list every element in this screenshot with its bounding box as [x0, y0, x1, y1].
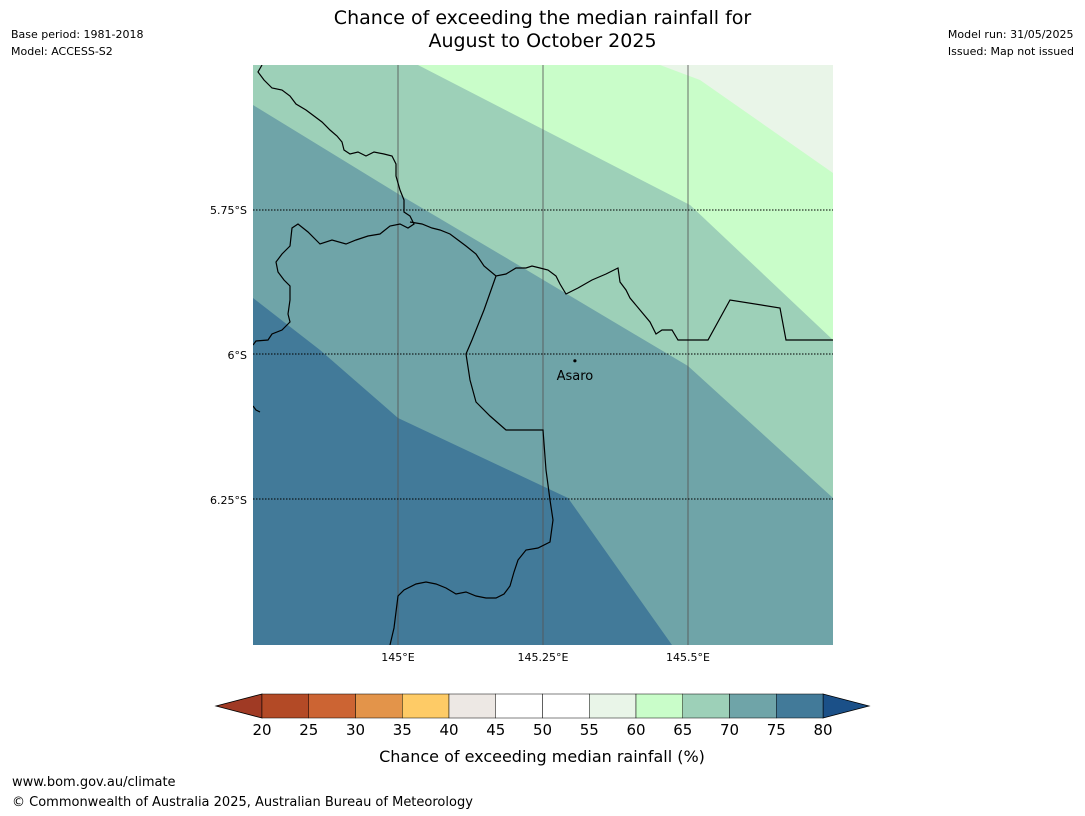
place-markers: Asaro: [557, 359, 594, 384]
colorbar-tick-label: 25: [299, 721, 318, 739]
colorbar-tick-label: 20: [252, 721, 271, 739]
place-label-asaro: Asaro: [557, 369, 594, 384]
colorbar-over-arrow: [822, 693, 871, 719]
border-central: [389, 275, 554, 645]
border-west-edge: [253, 405, 261, 413]
colorbar-segment: [448, 693, 496, 719]
colorbar-segment: [308, 693, 356, 719]
province-borders: [253, 65, 833, 645]
footer-url: www.bom.gov.au/climate: [12, 775, 176, 790]
latitude-tick-labels: 5.75°S 6°S 6.25°S: [210, 204, 247, 507]
colorbar-segment: [261, 693, 309, 719]
colorbar-tick-label: 50: [533, 721, 552, 739]
colorbar: 20 25 30 35 40 45 50 55 60 65 70 75 80 Chance of exc…: [214, 693, 871, 766]
base-period-text: Base period: 1981-2018: [11, 28, 144, 41]
colorbar-segments: [261, 693, 824, 719]
colorbar-segment: [402, 693, 450, 719]
place-marker-asaro: [573, 359, 577, 363]
grid-lines: [253, 65, 833, 645]
longitude-tick-labels: 145°E 145.25°E 145.5°E: [381, 651, 710, 664]
colorbar-segment: [776, 693, 824, 719]
latitude-tick-label: 6.25°S: [210, 494, 247, 507]
colorbar-segment: [682, 693, 730, 719]
title-line-2: August to October 2025: [428, 30, 657, 52]
colorbar-segment: [542, 693, 590, 719]
colorbar-segment: [495, 693, 543, 719]
longitude-tick-label: 145°E: [381, 651, 414, 664]
contour-zone-60-65: [418, 65, 833, 340]
colorbar-tick-label: 40: [439, 721, 458, 739]
contour-zone-55-60: [660, 65, 833, 173]
colorbar-tick-label: 60: [626, 721, 645, 739]
border-north-west: [253, 65, 415, 346]
colorbar-segment: [355, 693, 403, 719]
colorbar-tick-label: 65: [673, 721, 692, 739]
issued-text: Issued: Map not issued: [947, 45, 1074, 58]
latitude-tick-label: 5.75°S: [210, 204, 247, 217]
latitude-tick-label: 6°S: [228, 349, 247, 362]
colorbar-tick-label: 70: [720, 721, 739, 739]
colorbar-under-arrow: [214, 693, 263, 719]
colorbar-tick-label: 55: [580, 721, 599, 739]
longitude-tick-label: 145.25°E: [518, 651, 569, 664]
model-text: Model: ACCESS-S2: [11, 45, 113, 58]
title-line-1: Chance of exceeding the median rainfall …: [333, 7, 752, 29]
colorbar-segment: [635, 693, 683, 719]
colorbar-segment: [589, 693, 637, 719]
colorbar-label: Chance of exceeding median rainfall (%): [379, 747, 705, 766]
model-run-text: Model run: 31/05/2025: [947, 28, 1074, 41]
colorbar-segment: [729, 693, 777, 719]
map-title: Chance of exceeding the median rainfall …: [0, 7, 1085, 53]
colorbar-tick-labels: 20 25 30 35 40 45 50 55 60 65 70 75 80: [252, 721, 832, 739]
colorbar-tick-label: 45: [486, 721, 505, 739]
metadata-right: Model run: 31/05/2025 Issued: Map not is…: [948, 26, 1074, 60]
border-east-north: [409, 221, 833, 341]
longitude-tick-label: 145.5°E: [666, 651, 710, 664]
footer-copyright: © Commonwealth of Australia 2025, Austra…: [12, 795, 473, 810]
colorbar-tick-label: 30: [346, 721, 365, 739]
colorbar-tick-label: 75: [767, 721, 786, 739]
metadata-left: Base period: 1981-2018 Model: ACCESS-S2: [11, 26, 143, 60]
colorbar-tick-label: 35: [393, 721, 412, 739]
colorbar-tick-label: 80: [813, 721, 832, 739]
